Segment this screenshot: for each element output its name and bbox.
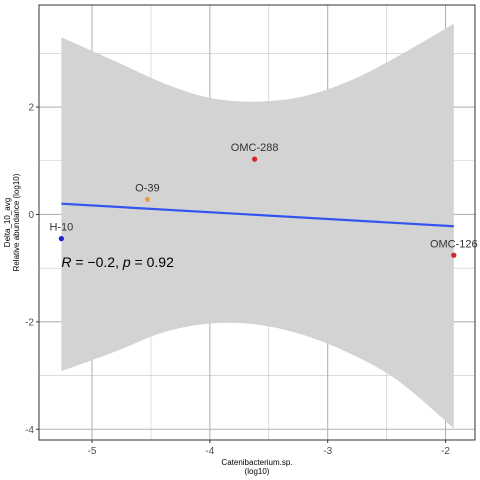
- y-axis-title-line-1: Delta_10_avg: [3, 198, 12, 247]
- tick-layer: -5 -4 -3 -2 -4 -2 0 2: [25, 103, 450, 457]
- x-tick-label: -3: [323, 446, 332, 457]
- data-point: [144, 196, 151, 203]
- y-tick-label: -4: [25, 425, 34, 436]
- confidence-band-layer: [61, 23, 454, 429]
- y-axis-title-line-2: Relative abundance (log10): [12, 173, 21, 271]
- point-labels-layer: H-10 O-39 OMC-288 OMC-126: [49, 142, 477, 250]
- fit-line-layer: [61, 202, 454, 228]
- correlation-stat-text: R = −0.2, p = 0.92: [61, 254, 174, 270]
- x-tick-label: -5: [88, 446, 97, 457]
- stat-r-symbol: R: [61, 254, 71, 270]
- regression-line: [61, 202, 454, 228]
- y-tick-label: 2: [28, 103, 34, 114]
- point-label: H-10: [49, 222, 73, 234]
- points-layer: [58, 156, 457, 258]
- panel-border: [38, 4, 476, 441]
- point-label: OMC-288: [231, 142, 279, 154]
- data-point: [451, 252, 457, 258]
- x-tick-label: -4: [205, 446, 214, 457]
- y-tick-label: 0: [28, 210, 34, 221]
- confidence-band: [61, 23, 454, 429]
- x-axis-title-line-1: Catenibacterium.sp.: [221, 458, 292, 467]
- stat-p-value: = 0.92: [131, 254, 174, 270]
- point-label: O-39: [135, 182, 159, 194]
- point-label: OMC-126: [430, 238, 478, 250]
- data-point: [58, 236, 64, 242]
- x-tick-label: -2: [441, 446, 450, 457]
- stat-p-symbol: p: [122, 254, 131, 270]
- stat-r-value: = −0.2,: [72, 254, 123, 270]
- x-axis-title-line-2: (log10): [245, 467, 270, 476]
- data-point: [252, 156, 258, 162]
- y-tick-label: -2: [25, 317, 34, 328]
